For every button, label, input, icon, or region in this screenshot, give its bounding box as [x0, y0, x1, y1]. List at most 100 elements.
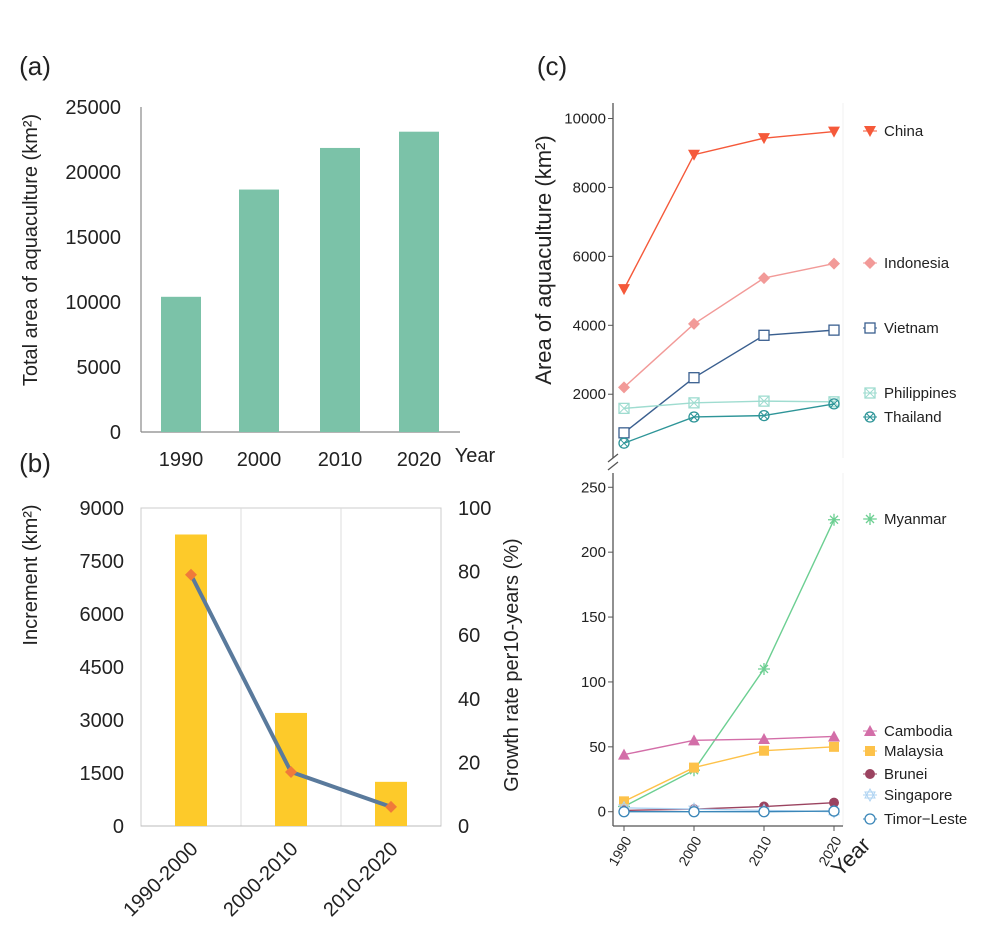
data-point-timor−leste: [758, 806, 770, 818]
y-tick-label-c: 200: [581, 544, 606, 561]
legend-marker-thailand: [864, 411, 876, 423]
data-point-myanmar: [828, 513, 840, 526]
y2-tick-label-b: 40: [458, 689, 480, 711]
series-line-indonesia: [623, 262, 835, 388]
legend-marker-china: [864, 126, 876, 137]
legend-label: Indonesia: [884, 255, 950, 272]
y-tick-label-b: 1500: [80, 763, 125, 785]
y-axis-title-b: Increment (km²): [20, 504, 42, 645]
legend-marker-cambodia: [864, 725, 876, 736]
x-tick-label-a: 1990: [159, 449, 204, 471]
series-line-china: [623, 130, 835, 290]
legend-marker-vietnam: [864, 322, 876, 334]
series-line-vietnam: [623, 329, 835, 434]
y-tick-label-c: 250: [581, 479, 606, 496]
data-point-cambodia: [828, 730, 840, 742]
panel-label-a: (a): [19, 51, 51, 81]
data-point-china: [618, 284, 630, 296]
x-tick-label-c: 1990: [605, 833, 635, 868]
x-tick-label-a: 2000: [237, 449, 282, 471]
data-point-thailand: [688, 411, 700, 423]
growth-rate-point: [285, 765, 297, 778]
x-axis-title-a: Year: [455, 445, 496, 467]
x-tick-label-c: 2000: [675, 833, 705, 868]
legend-label: Timor−Leste: [884, 811, 967, 828]
series-line-timor−leste: [624, 810, 835, 813]
y-tick-label-b: 6000: [80, 604, 125, 626]
series-line-brunei: [623, 801, 835, 812]
data-point-malaysia: [689, 762, 699, 773]
y2-axis-title-b: Growth rate per10-years (%): [501, 538, 523, 791]
x-tick-label-b: 2010-2020: [319, 838, 402, 921]
y2-tick-label-b: 0: [458, 816, 469, 838]
y-tick-label-c: 6000: [573, 248, 606, 265]
y-tick-label-a: 15000: [65, 227, 121, 249]
x-tick-label-a: 2020: [397, 449, 442, 471]
y-tick-label-b: 0: [113, 816, 124, 838]
legend-marker-myanmar: [864, 513, 876, 525]
growth-rate-point: [385, 800, 397, 813]
legend-marker-singapore: [864, 787, 876, 803]
panel-label-b: (b): [19, 448, 51, 478]
data-point-philippines: [758, 395, 770, 407]
bar-a-1990: [161, 296, 201, 432]
data-point-indonesia: [688, 317, 700, 330]
legend-label: Myanmar: [884, 511, 947, 528]
data-point-thailand: [618, 437, 630, 449]
legend-marker-indonesia: [864, 257, 876, 269]
data-point-vietnam: [688, 372, 700, 384]
y-tick-label-a: 25000: [65, 97, 121, 119]
x-tick-label-b: 2000-2010: [219, 838, 302, 921]
y-tick-label-b: 9000: [80, 498, 125, 520]
data-point-timor−leste: [618, 806, 630, 818]
data-point-myanmar: [758, 662, 770, 675]
y-axis-title-a: Total area of aquaculture (km²): [20, 114, 42, 386]
y-tick-label-c: 0: [598, 804, 606, 821]
x-tick-label-c: 2010: [745, 833, 775, 868]
axis-break-icon: [607, 453, 619, 471]
legend-label: China: [884, 123, 924, 140]
bar-b-1990-2000: [175, 534, 207, 826]
data-point-indonesia: [758, 272, 770, 285]
y2-tick-label-b: 60: [458, 625, 480, 647]
data-point-china: [688, 149, 700, 161]
y-tick-label-a: 0: [110, 422, 121, 444]
y-axis-title-c: Area of aquaculture (km²): [531, 135, 556, 384]
x-tick-label-a: 2010: [318, 449, 363, 471]
legend-label: Singapore: [884, 787, 952, 804]
series-line-thailand: [623, 403, 835, 444]
data-point-brunei: [829, 797, 839, 808]
legend-label: Malaysia: [884, 743, 944, 760]
panel-label-c: (c): [537, 51, 567, 81]
data-point-vietnam: [758, 329, 770, 341]
y-tick-label-b: 4500: [80, 657, 125, 679]
y2-tick-label-b: 100: [458, 498, 491, 520]
data-point-cambodia: [688, 734, 700, 746]
data-point-thailand: [828, 398, 840, 410]
data-point-timor−leste: [828, 805, 840, 817]
y2-tick-label-b: 20: [458, 752, 480, 774]
data-point-indonesia: [828, 257, 840, 270]
data-point-cambodia: [758, 733, 770, 745]
y-tick-label-a: 20000: [65, 162, 121, 184]
y-tick-label-c: 10000: [564, 111, 606, 128]
data-point-thailand: [758, 409, 770, 422]
data-point-china: [758, 133, 770, 145]
legend-label: Thailand: [884, 409, 942, 426]
data-point-indonesia: [618, 381, 630, 394]
y2-tick-label-b: 80: [458, 562, 480, 584]
y-tick-label-c: 8000: [573, 179, 606, 196]
legend-marker-malaysia: [865, 746, 875, 756]
legend-label: Cambodia: [884, 723, 953, 740]
data-point-philippines: [618, 402, 630, 415]
legend-marker-philippines: [864, 387, 876, 399]
series-line-myanmar: [623, 519, 835, 808]
legend-marker-timor−leste: [864, 813, 876, 825]
y-tick-label-c: 4000: [573, 317, 606, 334]
y-tick-label-b: 3000: [80, 710, 125, 732]
series-line-malaysia: [623, 746, 835, 802]
legend-label: Vietnam: [884, 320, 939, 337]
data-point-timor−leste: [688, 806, 700, 818]
y-tick-label-c: 100: [581, 674, 606, 691]
growth-rate-point: [185, 568, 197, 581]
